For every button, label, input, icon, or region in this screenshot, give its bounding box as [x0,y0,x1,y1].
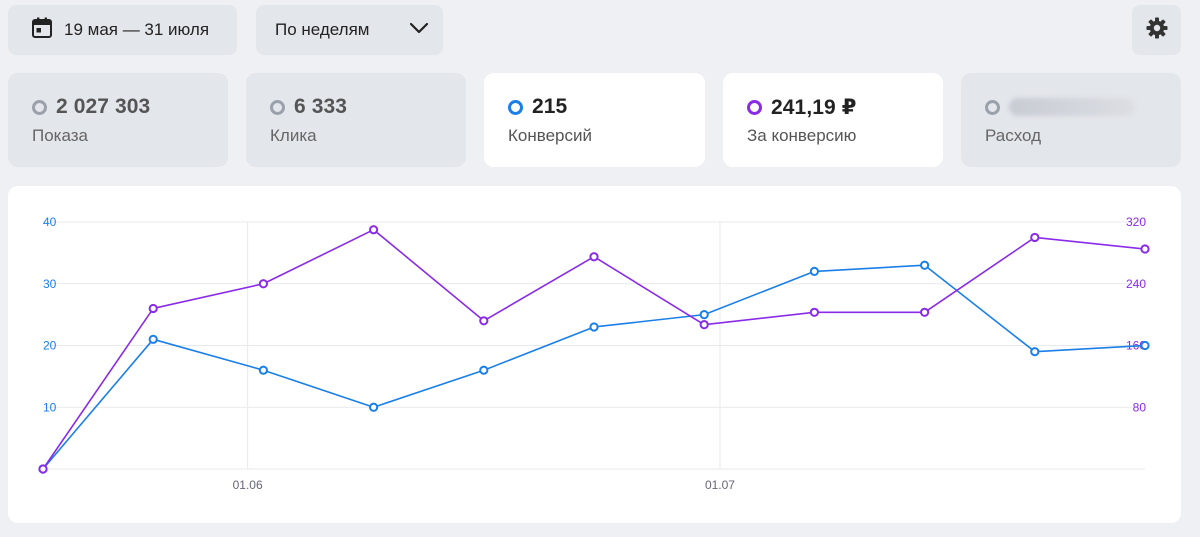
metric-value: 2 027 303 [56,95,151,118]
data-point [1140,340,1150,351]
metric-card-spend[interactable]: Расход [961,73,1181,167]
date-range-button[interactable]: 19 мая — 31 июля [8,5,237,55]
metric-label: Конверсий [508,126,592,145]
x-tick-label: 01.07 [705,478,735,492]
data-point [369,402,379,412]
data-point [920,260,930,270]
data-point [699,320,709,330]
data-point [809,307,820,317]
metric-toggle-icon [270,99,285,115]
gear-icon [1145,16,1169,45]
left-axis-tick-label: 30 [43,277,57,291]
series-line-cost-per-conversion [42,228,1146,470]
data-point [1030,347,1040,357]
data-point [148,334,158,344]
metric-toggle-icon [747,99,762,115]
data-point [369,225,379,235]
left-axis-tick-label: 20 [43,339,57,353]
metric-value: 241,19 ₽ [771,95,857,119]
metric-card-cost-per-conversion[interactable]: 241,19 ₽ За конверсию [723,73,943,167]
metric-toggle-icon [32,99,47,115]
data-point [699,310,709,320]
chart-panel: 01.06 01.07 10 20 30 40 80 160 240 320 [8,186,1181,523]
metric-toggle-icon [508,99,523,115]
right-axis-tick-label: 80 [1133,400,1147,414]
metric-toggle-icon [985,99,1000,115]
right-axis-tick-label: 240 [1126,277,1146,291]
data-point [479,316,489,326]
data-point [589,252,599,262]
metric-label: За конверсию [747,126,857,145]
period-select[interactable]: По неделям [256,5,443,55]
data-point [258,365,268,375]
right-axis-tick-label: 320 [1126,215,1146,229]
period-select-label: По неделям [275,20,370,39]
metric-card-clicks[interactable]: 6 333 Клика [246,73,466,167]
metric-label: Показа [32,126,88,145]
data-point [1140,244,1150,254]
metric-value: 6 333 [294,95,348,118]
date-range-label: 19 мая — 31 июля [64,20,210,39]
data-point [1030,232,1040,243]
metric-card-impressions[interactable]: 2 027 303 Показа [8,73,228,167]
metric-label: Расход [985,126,1042,145]
data-point [148,303,158,314]
metric-value-hidden [1009,98,1135,116]
calendar-icon [32,17,52,43]
chevron-down-icon [409,21,429,39]
data-point [809,266,820,277]
x-tick-label: 01.06 [233,478,263,492]
left-axis-tick-label: 10 [43,400,57,414]
metric-value: 215 [532,95,568,118]
data-point [479,365,489,375]
metric-label: Клика [270,126,317,145]
data-point [38,464,48,474]
data-point [258,279,268,289]
metric-card-conversions[interactable]: 215 Конверсий [484,73,705,167]
settings-button[interactable] [1132,5,1181,55]
left-axis-tick-label: 40 [43,215,57,229]
data-point [920,307,930,317]
data-point [589,322,599,332]
